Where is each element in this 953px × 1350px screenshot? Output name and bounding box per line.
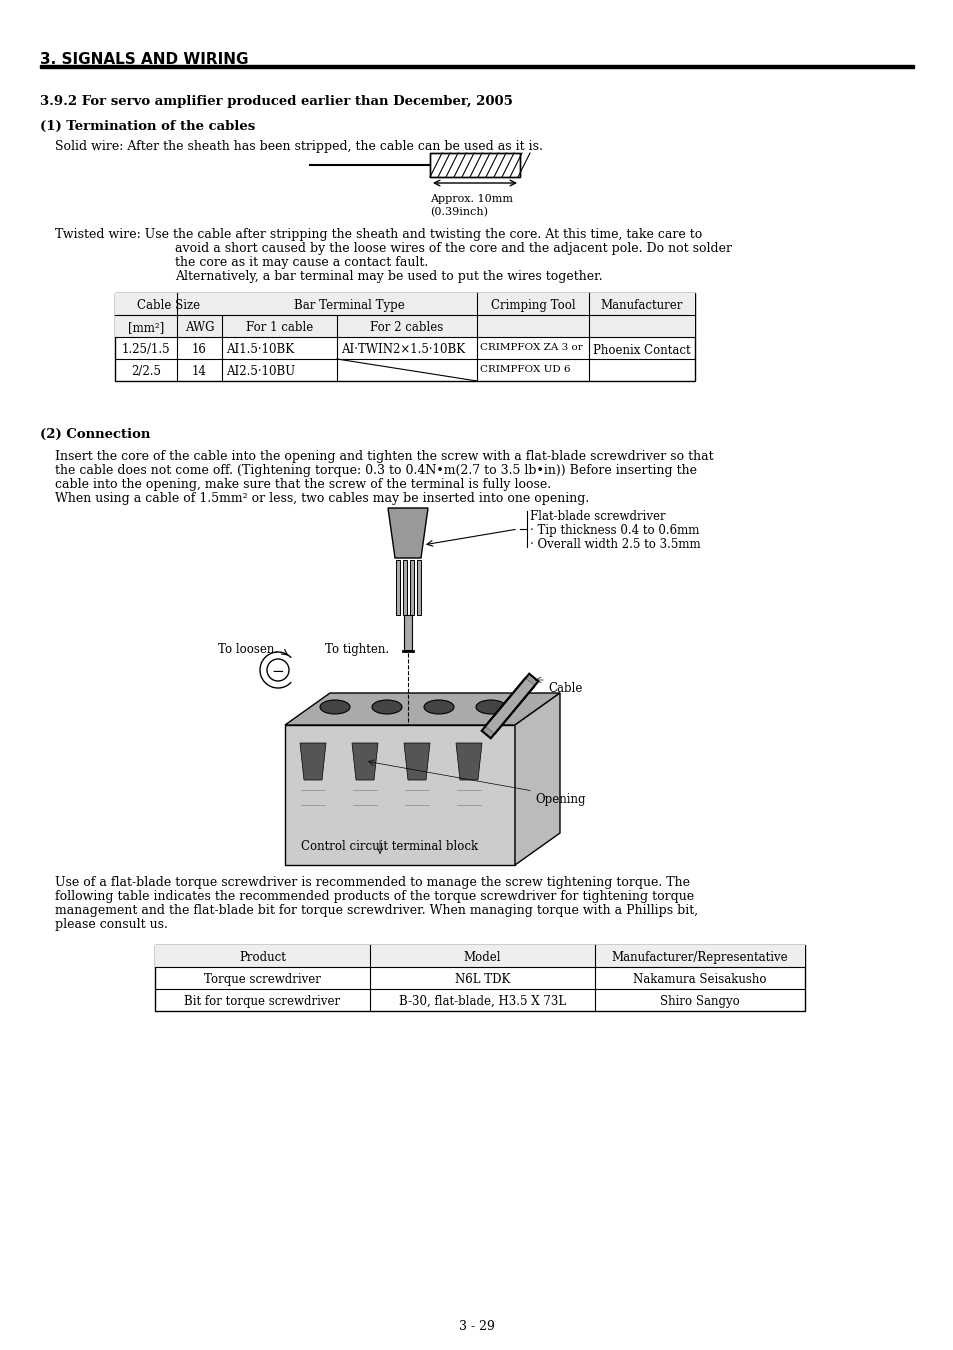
Polygon shape — [403, 743, 430, 780]
Bar — [395, 560, 399, 616]
Text: Flat-blade screwdriver: Flat-blade screwdriver — [530, 510, 665, 522]
Text: 3 - 29: 3 - 29 — [458, 1320, 495, 1332]
Text: Crimping Tool: Crimping Tool — [490, 298, 575, 312]
Text: AI2.5·10BU: AI2.5·10BU — [226, 364, 294, 378]
Text: Use of a flat-blade torque screwdriver is recommended to manage the screw tighte: Use of a flat-blade torque screwdriver i… — [55, 876, 689, 890]
Polygon shape — [388, 508, 428, 558]
Text: Alternatively, a bar terminal may be used to put the wires together.: Alternatively, a bar terminal may be use… — [174, 270, 602, 284]
Text: CRIMPFOX ZA 3 or: CRIMPFOX ZA 3 or — [479, 343, 582, 352]
Text: Model: Model — [463, 950, 500, 964]
Text: Nakamura Seisakusho: Nakamura Seisakusho — [633, 973, 766, 985]
Text: 3.9.2 For servo amplifier produced earlier than December, 2005: 3.9.2 For servo amplifier produced earli… — [40, 95, 513, 108]
Text: Manufacturer: Manufacturer — [600, 298, 682, 312]
Text: B-30, flat-blade, H3.5 X 73L: B-30, flat-blade, H3.5 X 73L — [398, 995, 565, 1008]
Text: To tighten.: To tighten. — [325, 643, 389, 656]
Text: 2/2.5: 2/2.5 — [131, 364, 161, 378]
Bar — [416, 560, 420, 616]
Text: AI1.5·10BK: AI1.5·10BK — [226, 343, 294, 356]
Text: Manufacturer/Representative: Manufacturer/Representative — [611, 950, 787, 964]
Text: CRIMPFOX UD 6: CRIMPFOX UD 6 — [479, 364, 570, 374]
Text: (0.39inch): (0.39inch) — [430, 207, 488, 217]
Text: N6L TDK: N6L TDK — [455, 973, 510, 985]
Text: When using a cable of 1.5mm² or less, two cables may be inserted into one openin: When using a cable of 1.5mm² or less, tw… — [55, 491, 589, 505]
Ellipse shape — [423, 701, 454, 714]
Text: Phoenix Contact: Phoenix Contact — [593, 343, 690, 356]
Ellipse shape — [319, 701, 350, 714]
Polygon shape — [456, 743, 481, 780]
Text: AI·TWIN2×1.5·10BK: AI·TWIN2×1.5·10BK — [340, 343, 465, 356]
Text: Solid wire: After the sheath has been stripped, the cable can be used as it is.: Solid wire: After the sheath has been st… — [55, 140, 542, 153]
Polygon shape — [352, 743, 377, 780]
Polygon shape — [299, 743, 326, 780]
Text: [mm²]: [mm²] — [128, 321, 164, 333]
Text: Cable: Cable — [547, 682, 581, 695]
Text: Insert the core of the cable into the opening and tighten the screw with a flat-: Insert the core of the cable into the op… — [55, 450, 713, 463]
Text: Opening: Opening — [535, 792, 585, 806]
Text: For 2 cables: For 2 cables — [370, 321, 443, 333]
Text: 3. SIGNALS AND WIRING: 3. SIGNALS AND WIRING — [40, 53, 248, 68]
Bar — [430, 153, 519, 177]
Text: the core as it may cause a contact fault.: the core as it may cause a contact fault… — [174, 256, 428, 269]
Ellipse shape — [476, 701, 505, 714]
Bar — [115, 293, 695, 381]
Text: Twisted wire: Use the cable after stripping the sheath and twisting the core. At: Twisted wire: Use the cable after stripp… — [55, 228, 701, 242]
Text: 14: 14 — [192, 364, 207, 378]
Text: 1.25/1.5: 1.25/1.5 — [122, 343, 171, 356]
Bar — [285, 725, 515, 865]
Bar — [40, 65, 913, 68]
Text: Cable Size: Cable Size — [137, 298, 200, 312]
Text: Approx. 10mm: Approx. 10mm — [430, 194, 513, 204]
Text: management and the flat-blade bit for torque screwdriver. When managing torque w: management and the flat-blade bit for to… — [55, 904, 698, 917]
Text: following table indicates the recommended products of the torque screwdriver for: following table indicates the recommende… — [55, 890, 694, 903]
Bar — [154, 945, 804, 1011]
Text: cable into the opening, make sure that the screw of the terminal is fully loose.: cable into the opening, make sure that t… — [55, 478, 551, 491]
Text: For 1 cable: For 1 cable — [246, 321, 313, 333]
Text: Control circuit terminal block: Control circuit terminal block — [301, 840, 478, 853]
Text: · Tip thickness 0.4 to 0.6mm: · Tip thickness 0.4 to 0.6mm — [530, 524, 699, 537]
Text: To loosen.: To loosen. — [218, 643, 278, 656]
Text: AWG: AWG — [185, 321, 214, 333]
Ellipse shape — [372, 701, 401, 714]
Text: (2) Connection: (2) Connection — [40, 428, 151, 441]
Bar — [154, 945, 804, 967]
Text: Bar Terminal Type: Bar Terminal Type — [294, 298, 404, 312]
Text: the cable does not come off. (Tightening torque: 0.3 to 0.4N•m(2.7 to 3.5 lb•in): the cable does not come off. (Tightening… — [55, 464, 697, 477]
Bar — [430, 153, 519, 177]
Text: Bit for torque screwdriver: Bit for torque screwdriver — [184, 995, 340, 1008]
Text: Shiro Sangyo: Shiro Sangyo — [659, 995, 740, 1008]
Text: please consult us.: please consult us. — [55, 918, 168, 932]
Text: · Overall width 2.5 to 3.5mm: · Overall width 2.5 to 3.5mm — [530, 539, 700, 551]
Text: Torque screwdriver: Torque screwdriver — [204, 973, 320, 985]
Polygon shape — [515, 693, 559, 865]
Text: 16: 16 — [192, 343, 207, 356]
Bar — [115, 293, 695, 315]
Bar — [403, 616, 412, 649]
Circle shape — [267, 659, 289, 680]
Text: Product: Product — [239, 950, 286, 964]
Bar — [115, 315, 695, 338]
Polygon shape — [285, 693, 559, 725]
Text: avoid a short caused by the loose wires of the core and the adjacent pole. Do no: avoid a short caused by the loose wires … — [174, 242, 731, 255]
Bar — [410, 560, 414, 616]
Text: −: − — [272, 666, 284, 679]
Bar — [402, 560, 407, 616]
Text: (1) Termination of the cables: (1) Termination of the cables — [40, 120, 255, 134]
